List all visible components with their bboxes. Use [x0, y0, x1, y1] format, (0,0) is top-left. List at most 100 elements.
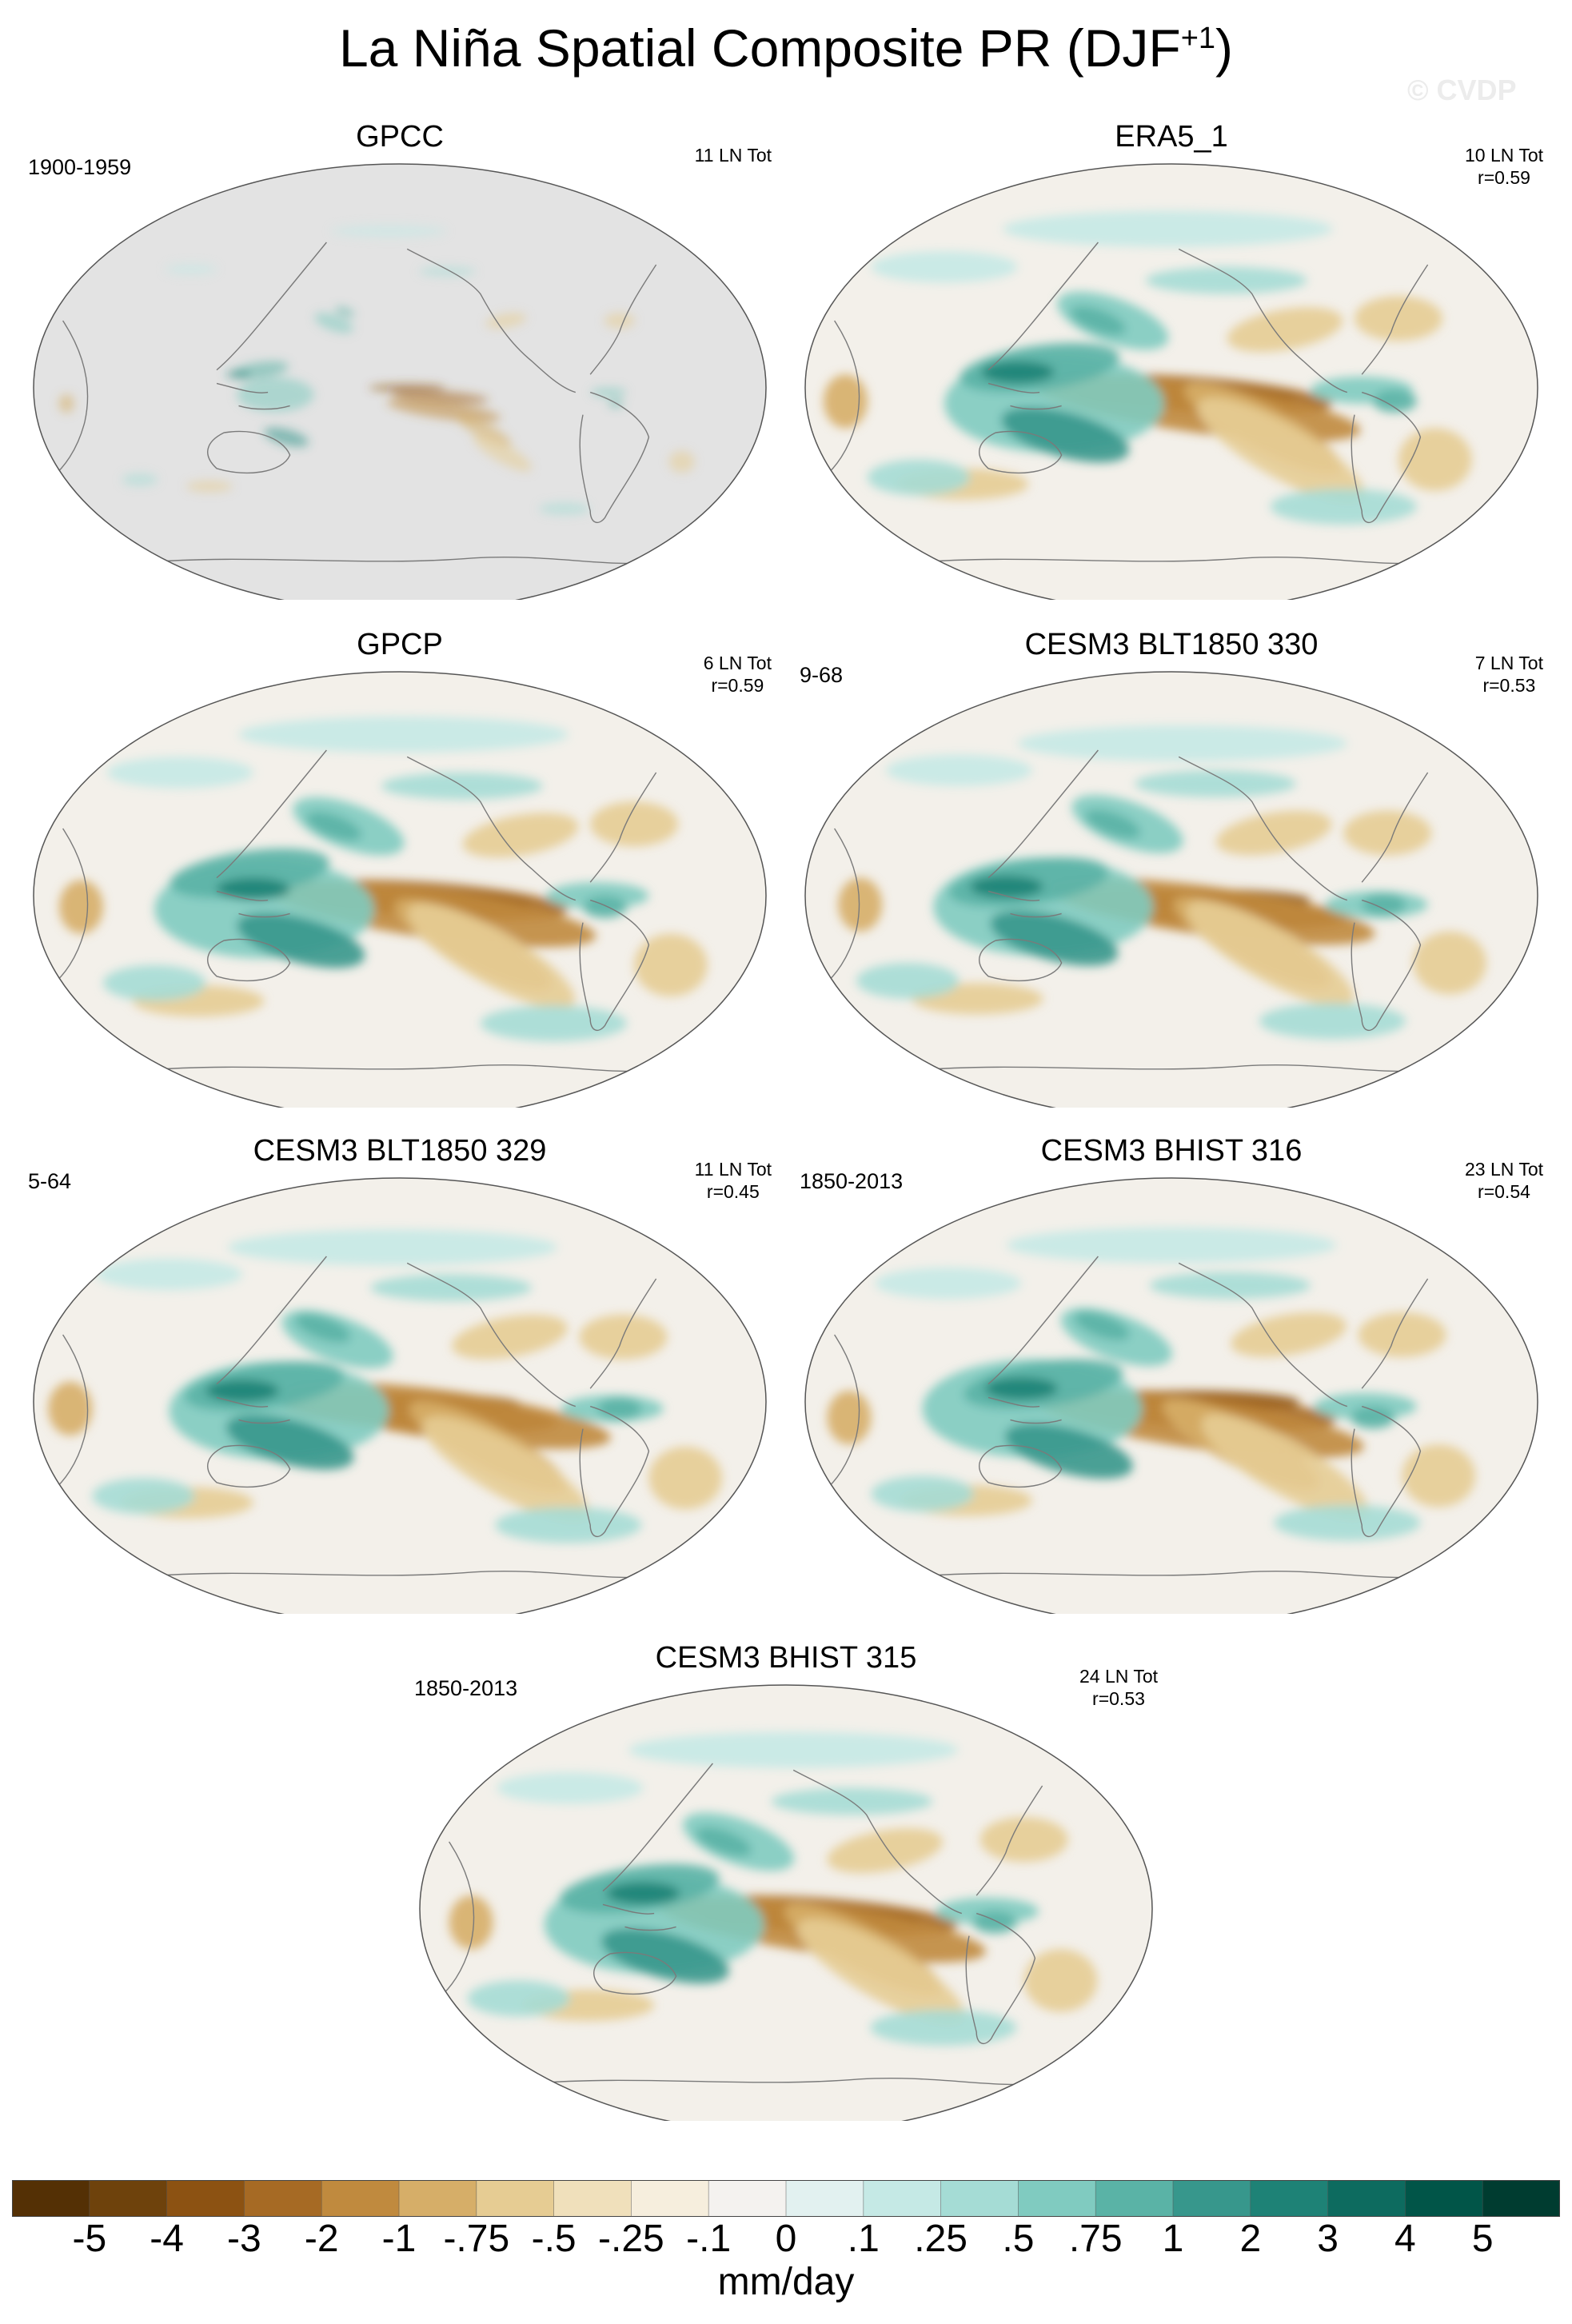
colorbar-swatch: [1173, 2180, 1251, 2217]
precip-anomaly-field: [827, 1227, 1476, 1541]
anomaly-region: [1413, 931, 1486, 995]
coastline: [143, 1570, 656, 1579]
map-outline: [33, 163, 767, 600]
anomaly-region: [48, 1381, 93, 1436]
anomaly-region: [590, 801, 679, 847]
anomaly-region: [1215, 810, 1332, 856]
map-panel: CESM3 BHIST 316 1850-2013 23 LN Tot r=0.54: [800, 1134, 1543, 1614]
anomaly-region: [467, 1980, 570, 2017]
anomaly-region: [369, 384, 446, 392]
panel-title: GPCP: [357, 628, 443, 661]
robinson-map: [419, 1684, 1153, 2121]
anomaly-region: [1006, 1227, 1337, 1264]
anomaly-region: [217, 877, 290, 900]
cvdp-watermark: © CVDP: [1407, 74, 1517, 106]
anomaly-region: [225, 1414, 354, 1470]
coastline: [1351, 391, 1422, 524]
anomaly-region: [970, 875, 1043, 898]
anomaly-region: [1003, 210, 1333, 247]
coastline: [979, 430, 1063, 474]
coastline: [216, 382, 269, 393]
anomaly-region: [1274, 1504, 1421, 1541]
coastline: [589, 1278, 657, 1389]
event-count: 24 LN Tot: [1079, 1666, 1158, 1687]
anomaly-region: [335, 306, 355, 317]
anomaly-region: [205, 1380, 279, 1402]
anomaly-region: [227, 1229, 557, 1266]
colorbar-swatch: [1018, 2180, 1096, 2217]
coastline: [987, 382, 1040, 393]
panel-stats: 10 LN Tot r=0.59: [1465, 144, 1543, 189]
pattern-correlation: r=0.59: [1478, 167, 1530, 188]
anomaly-region: [331, 225, 447, 238]
map-panel: GPCC 1900-1959 11 LN Tot: [28, 120, 772, 600]
colorbar-tick-label: 3: [1317, 2218, 1339, 2260]
coastline: [1063, 1734, 1109, 1771]
coastline: [579, 391, 650, 524]
robinson-map: [33, 1177, 767, 1614]
coastlines: [51, 1227, 723, 1579]
colorbar-swatch: [708, 2180, 787, 2217]
coastline: [915, 556, 1428, 565]
anomaly-region: [237, 377, 314, 412]
anomaly-region: [1362, 893, 1406, 916]
colorbar-swatch: [1327, 2180, 1406, 2217]
coastline: [1449, 1227, 1494, 1264]
precip-anomaly-field: [838, 725, 1486, 1040]
coastline: [207, 430, 291, 474]
anomaly-region: [186, 481, 233, 493]
anomaly-region: [980, 361, 1055, 384]
anomaly-region: [1231, 1312, 1347, 1357]
anomaly-region: [92, 1478, 195, 1514]
anomaly-region: [59, 880, 103, 934]
coastline: [1351, 899, 1422, 1032]
pattern-correlation: r=0.53: [1482, 675, 1536, 696]
coastline: [406, 248, 577, 393]
title-main: La Niña Spatial Composite PR (DJF: [338, 18, 1181, 78]
colorbar-swatch: [1482, 2180, 1560, 2217]
anomaly-region: [1372, 389, 1417, 413]
anomaly-region: [972, 1911, 1017, 1934]
coastline: [823, 1334, 860, 1492]
coastline: [216, 1396, 269, 1408]
anomaly-region: [856, 963, 960, 999]
anomaly-region: [1001, 407, 1130, 463]
anomaly-region: [634, 933, 708, 996]
coastline: [987, 890, 1040, 901]
coastline: [976, 1785, 1043, 1896]
map-panel: CESM3 BLT1850 330 9-68 7 LN Tot r=0.53: [800, 628, 1543, 1108]
anomaly-region: [668, 450, 695, 473]
colorbar-swatch: [1405, 2180, 1483, 2217]
coastline: [602, 1903, 655, 1915]
coastline: [1010, 405, 1062, 410]
coastline: [51, 1334, 89, 1492]
anomaly-region: [1197, 397, 1365, 504]
anomaly-region: [485, 313, 527, 329]
anomaly-region: [990, 910, 1119, 966]
map-panel: GPCP 6 LN Tot r=0.59: [28, 628, 772, 1108]
coastline: [823, 320, 860, 478]
anomaly-region: [106, 757, 253, 789]
map-panel: ERA5_1 10 LN Tot r=0.59: [800, 120, 1543, 600]
anomaly-region: [1398, 428, 1472, 491]
colorbar-swatch: [631, 2180, 709, 2217]
anomaly-region: [263, 427, 309, 447]
colorbar-tick-label: .1: [847, 2218, 880, 2260]
coastline: [216, 749, 327, 879]
colorbar-tick-label: 4: [1394, 2218, 1416, 2260]
coastline: [987, 1396, 1040, 1408]
panel-title: GPCC: [356, 120, 444, 154]
robinson-map: [804, 163, 1538, 600]
anomaly-region: [797, 1919, 965, 2025]
event-count: 11 LN Tot: [694, 1159, 772, 1180]
anomaly-region: [1004, 1424, 1133, 1479]
map-outline: [419, 1684, 1153, 2121]
anomaly-region: [875, 1268, 1022, 1300]
coastline: [987, 1256, 1099, 1385]
anomaly-region: [1270, 489, 1417, 525]
coastline: [965, 1912, 1036, 2045]
map-outline: [804, 163, 1538, 600]
coastline: [1178, 248, 1348, 393]
coastline: [51, 828, 89, 986]
map-outline: [804, 1177, 1538, 1614]
